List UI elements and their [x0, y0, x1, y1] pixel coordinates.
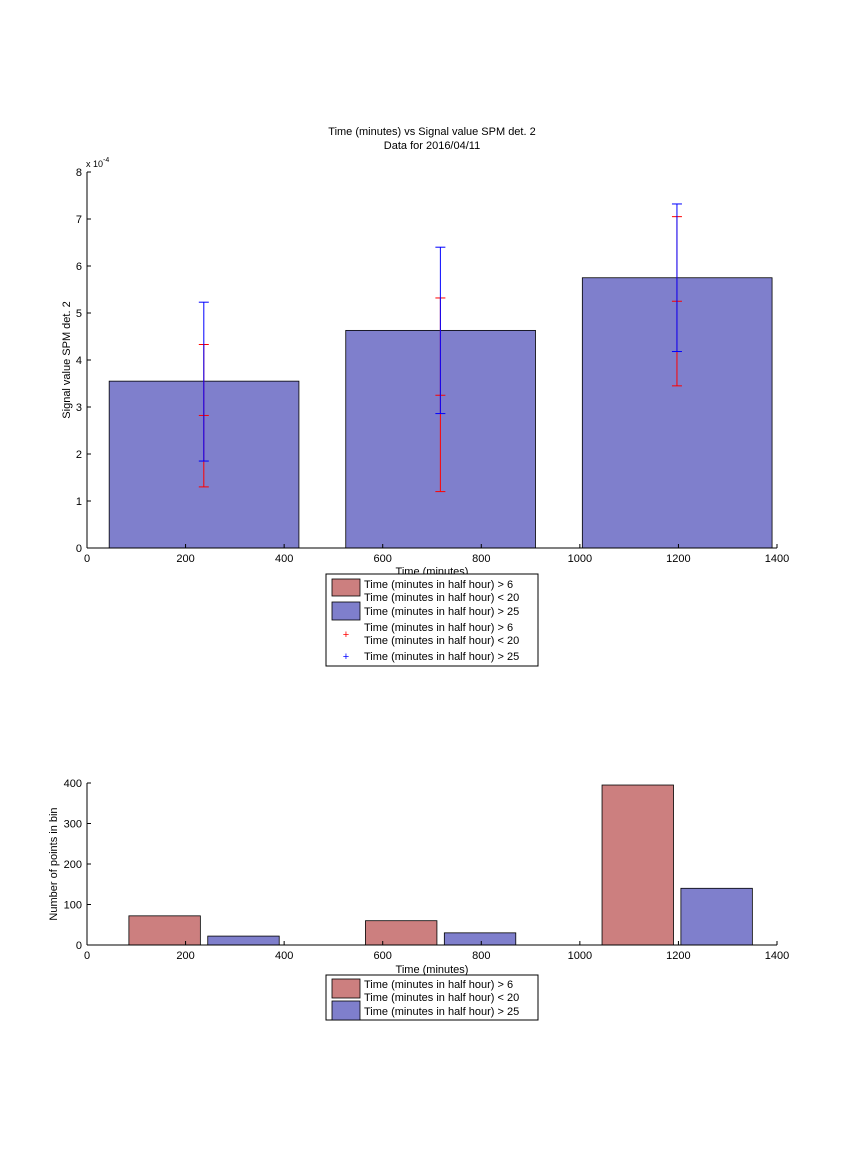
y-multiplier-exponent: -4: [103, 157, 109, 164]
legend-swatch-red: [331, 978, 361, 999]
bottom-bar-blue: [680, 887, 753, 946]
top-x-ticks: 0 200 400 600 800 1000 1200 1400: [84, 544, 789, 565]
y-tick-label: 300: [64, 819, 82, 831]
legend-label: Time (minutes in half hour) > 25: [364, 651, 519, 663]
y-tick-label: 7: [76, 214, 82, 226]
legend-label: Time (minutes in half hour) < 20: [364, 992, 519, 1004]
y-tick-label: 8: [76, 167, 82, 179]
y-tick-label: 4: [76, 355, 82, 367]
chart-subtitle: Data for 2016/04/11: [384, 140, 480, 152]
legend-label: Time (minutes in half hour) < 20: [364, 592, 519, 604]
bottom-legend-box: [325, 974, 539, 1021]
x-tick-label: 800: [472, 950, 490, 962]
bottom-x-ticks: 0 200 400 600 800 1000 1200 1400: [84, 941, 789, 962]
x-tick-label: 1200: [666, 553, 690, 565]
bottom-bar-blue: [443, 932, 517, 946]
legend-swatch-red: [331, 578, 361, 597]
legend-label: Time (minutes in half hour) < 20: [364, 635, 519, 647]
y-tick-label: 200: [64, 859, 82, 871]
x-tick-label: 200: [176, 553, 194, 565]
chart-title: Time (minutes) vs Signal value SPM det. …: [328, 126, 535, 138]
top-y-ticks: 0 1 2 3 4 5 6 7 8: [76, 167, 91, 555]
x-tick-label: 400: [275, 553, 293, 565]
y-multiplier: x 10-4: [86, 157, 109, 169]
bottom-chart: 0 200 400 600 800 1000 1200 1400 0100200300400 …: [48, 778, 789, 1021]
y-tick-label: 400: [64, 778, 82, 790]
legend-label: Time (minutes in half hour) > 6: [364, 622, 513, 634]
bottom-bar-blue: [207, 935, 280, 946]
y-tick-label: 3: [76, 402, 82, 414]
x-tick-label: 1400: [765, 553, 789, 565]
y-multiplier-base: x 10: [86, 159, 103, 169]
bottom-bars: [128, 784, 753, 946]
x-tick-label: 0: [84, 950, 90, 962]
x-tick-label: 1200: [666, 950, 690, 962]
legend-plus-blue: +: [343, 651, 349, 663]
x-tick-label: 800: [472, 553, 490, 565]
x-tick-label: 1400: [765, 950, 789, 962]
x-tick-label: 400: [275, 950, 293, 962]
top-error-bars: [198, 203, 682, 493]
x-tick-label: 200: [176, 950, 194, 962]
y-tick-label: 1: [76, 496, 82, 508]
top-legend-box: [325, 573, 539, 667]
top-chart: Time (minutes) vs Signal value SPM det. …: [61, 126, 789, 667]
x-tick-label: 1000: [568, 553, 592, 565]
top-legend: Time (minutes in half hour) > 6 Time (mi…: [325, 573, 539, 667]
bottom-y-axis-label: Number of points in bin: [48, 807, 60, 920]
legend-plus-red: +: [343, 629, 349, 641]
top-y-axis-label: Signal value SPM det. 2: [61, 301, 73, 418]
x-tick-label: 1000: [568, 950, 592, 962]
x-tick-label: 0: [84, 553, 90, 565]
bottom-bar-red: [128, 915, 201, 946]
legend-label: Time (minutes in half hour) > 25: [364, 1006, 519, 1018]
legend-label: Time (minutes in half hour) > 6: [364, 979, 513, 991]
x-tick-label: 600: [374, 950, 392, 962]
legend-label: Time (minutes in half hour) > 6: [364, 579, 513, 591]
bottom-x-axis-label: Time (minutes): [396, 964, 469, 976]
y-tick-label: 0: [76, 940, 82, 952]
y-tick-label: 2: [76, 449, 82, 461]
bottom-y-ticks: 0 100 200 300 400: [64, 778, 91, 952]
legend-swatch-blue: [331, 1000, 361, 1021]
bottom-bar-red: [365, 920, 438, 946]
bottom-legend: Time (minutes in half hour) > 6 Time (mi…: [325, 974, 539, 1021]
y-tick-label: 100: [64, 900, 82, 912]
y-tick-label: 5: [76, 308, 82, 320]
y-tick-label: 0: [76, 543, 82, 555]
bottom-bar-red: [601, 784, 674, 946]
legend-swatch-blue: [331, 601, 361, 621]
legend-label: Time (minutes in half hour) > 25: [364, 606, 519, 618]
y-tick-label: 6: [76, 261, 82, 273]
x-tick-label: 600: [374, 553, 392, 565]
